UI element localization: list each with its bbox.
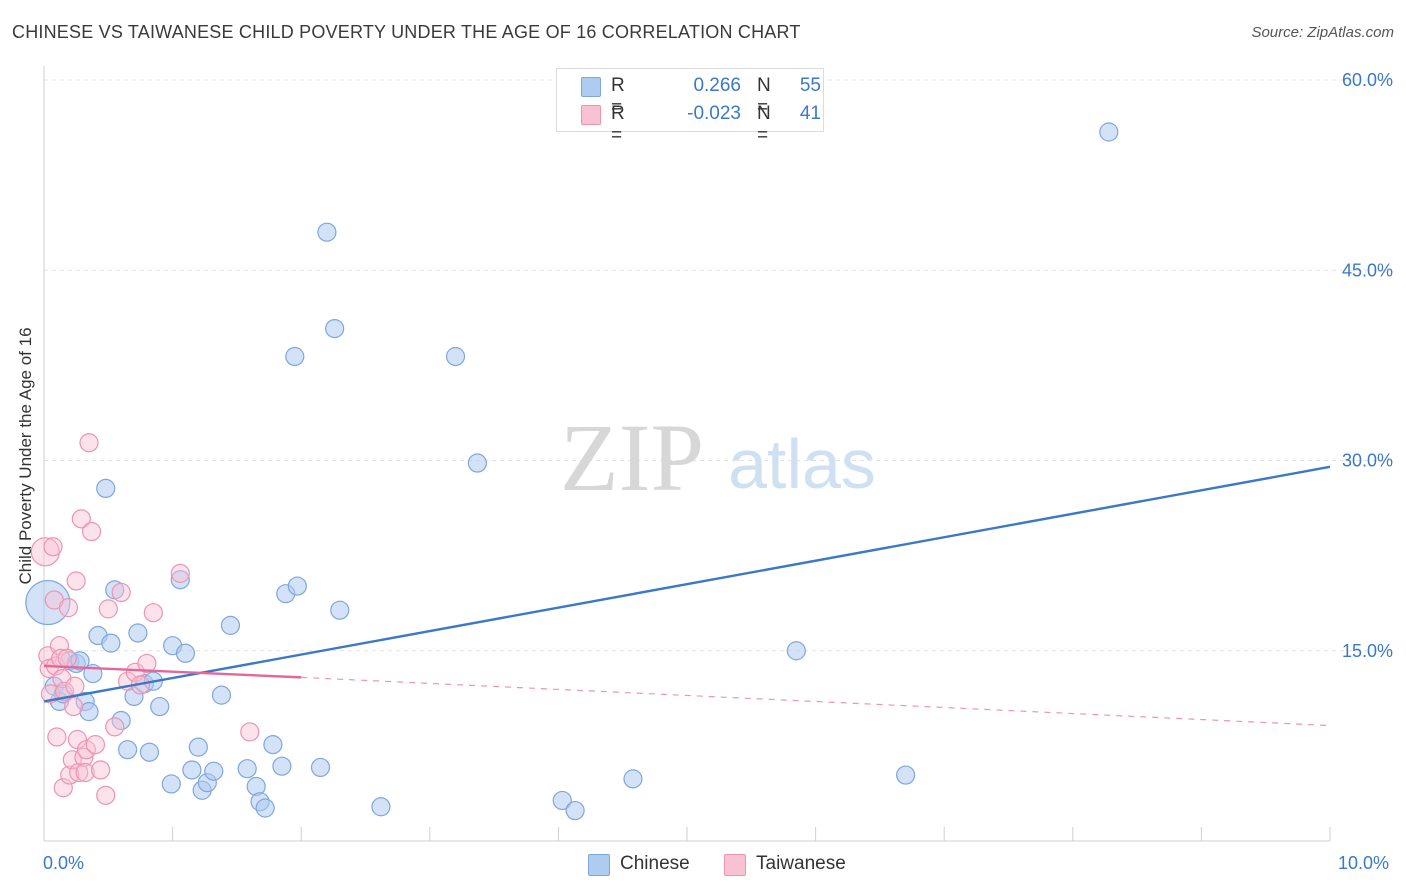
chinese-point: [552, 790, 572, 811]
chinese-point: [310, 757, 331, 778]
chinese-point: [317, 222, 337, 242]
taiwanese-point: [98, 599, 118, 619]
legend-swatch-taiwanese: [581, 105, 601, 125]
taiwanese-point: [105, 717, 125, 737]
chinese-point: [188, 737, 208, 757]
bottom-legend-swatch-chinese: [588, 854, 610, 876]
chinese-point: [255, 798, 275, 818]
chinese-point: [623, 769, 643, 789]
taiwanese-point: [240, 722, 260, 742]
chinese-point: [96, 478, 116, 499]
taiwanese-point: [69, 762, 89, 783]
chinese-point: [211, 685, 232, 705]
y-axis-label: Child Poverty Under the Age of 16: [16, 327, 35, 585]
chinese-point: [786, 641, 806, 661]
taiwanese-point: [96, 785, 116, 805]
taiwanese-point: [85, 735, 106, 755]
chinese-point: [182, 760, 202, 780]
legend-n-value: 41: [799, 103, 821, 124]
legend-r-value: 0.266: [693, 75, 741, 96]
chinese-point: [467, 453, 487, 473]
taiwanese-point: [65, 676, 85, 696]
chinese-point: [175, 643, 196, 663]
legend-r-label: R =: [611, 103, 625, 146]
taiwanese-point: [79, 433, 99, 453]
taiwanese-point: [71, 509, 91, 529]
taiwanese-point: [137, 653, 157, 674]
legend-swatch-chinese: [581, 77, 601, 97]
legend-r-label: R =: [611, 75, 625, 118]
chinese-point: [25, 579, 71, 626]
legend-r-value: -0.023: [687, 103, 741, 124]
taiwanese-point: [74, 747, 94, 767]
taiwanese-trend-line: [43, 664, 302, 679]
correlation-legend: R = 0.266 N = 55 R = -0.023 N = 41: [556, 68, 824, 146]
trend-lines: [43, 465, 1331, 727]
chinese-trend-line: [43, 465, 1331, 703]
taiwanese-point: [66, 571, 86, 591]
taiwanese-point: [57, 648, 77, 668]
taiwanese-point: [43, 537, 63, 557]
chinese-point: [150, 696, 170, 717]
chinese-point: [204, 761, 224, 781]
bottom-legend-label-chinese: Chinese: [620, 853, 690, 874]
y-tick-labels: 15.0% 30.0% 45.0% 60.0%: [1342, 70, 1393, 661]
bottom-legend-swatch-taiwanese: [724, 854, 746, 876]
chart-title: CHINESE VS TAIWANESE CHILD POVERTY UNDER…: [12, 22, 801, 42]
chinese-point: [128, 623, 148, 643]
legend-n-label: N =: [757, 103, 771, 146]
watermark-zip: ZIP: [560, 404, 704, 511]
chinese-point: [220, 615, 241, 635]
chinese-point: [325, 318, 345, 339]
chinese-point: [272, 756, 292, 776]
y-tick-label: 45.0%: [1342, 260, 1393, 280]
chinese-point: [117, 740, 138, 760]
bottom-legend-label-taiwanese: Taiwanese: [756, 853, 846, 874]
chinese-point: [445, 346, 466, 367]
y-tick-label: 60.0%: [1342, 70, 1393, 90]
taiwanese-trend-extension: [301, 676, 1331, 727]
chinese-point: [237, 759, 257, 779]
taiwanese-point: [58, 598, 79, 618]
y-tick-label: 30.0%: [1342, 451, 1393, 471]
axes: [43, 66, 1331, 842]
taiwanese-point: [53, 778, 73, 798]
chinese-point: [285, 346, 305, 367]
taiwanese-point: [75, 762, 95, 783]
chinese-point: [263, 735, 283, 755]
taiwanese-point: [62, 750, 82, 770]
chinese-point: [101, 633, 121, 653]
watermark: ZIP atlas: [560, 404, 876, 511]
chinese-point: [139, 742, 160, 762]
x-tick-label-max: 10.0%: [1338, 853, 1390, 873]
watermark-atlas: atlas: [728, 425, 876, 503]
legend-n-value: 55: [799, 75, 821, 96]
taiwanese-point: [63, 696, 84, 717]
y-tick-label: 15.0%: [1342, 641, 1393, 661]
legend-n-label: N =: [757, 75, 771, 118]
chinese-point: [1099, 122, 1119, 142]
taiwanese-point: [47, 727, 67, 747]
chinese-point: [79, 702, 99, 722]
chinese-point: [371, 797, 391, 817]
chinese-point: [896, 765, 916, 785]
gridlines: [44, 79, 1392, 652]
taiwanese-point: [90, 760, 111, 780]
taiwanese-point: [111, 582, 131, 603]
x-tick-label-min: 0.0%: [43, 853, 85, 873]
chinese-point: [170, 570, 190, 590]
chinese-point: [565, 800, 585, 821]
chart-source: Source: ZipAtlas.com: [1251, 24, 1394, 41]
taiwanese-point: [143, 603, 163, 623]
chinese-point: [330, 600, 350, 620]
taiwanese-point: [170, 563, 190, 583]
chinese-point: [161, 774, 181, 794]
taiwanese-point: [76, 740, 97, 760]
chinese-point: [287, 576, 307, 596]
taiwanese-point: [81, 521, 102, 542]
